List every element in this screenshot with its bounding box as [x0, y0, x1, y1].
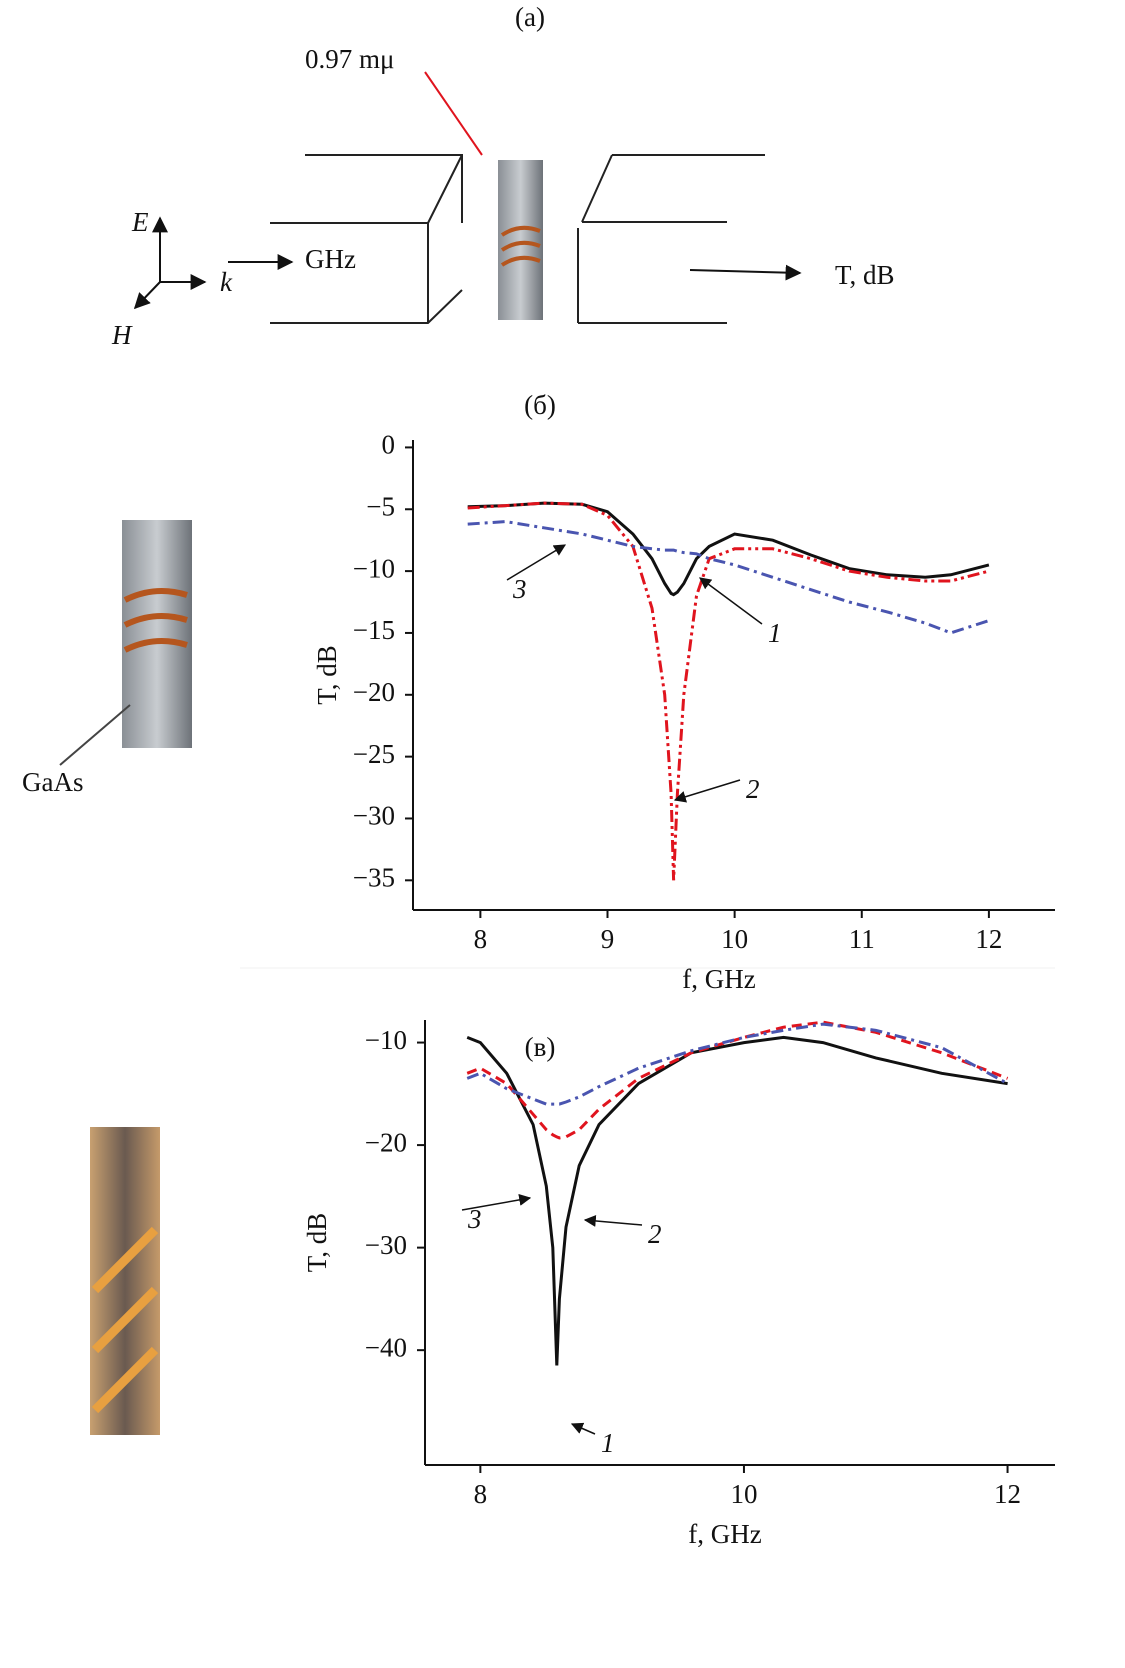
- x-tick-label: 12: [975, 924, 1002, 954]
- y-axis-label: T, dB: [312, 645, 342, 705]
- annotation-arrow: [583, 1214, 643, 1227]
- coil: [500, 225, 541, 267]
- sample-photo: [122, 520, 192, 748]
- y-tick-label: −10: [365, 1025, 407, 1055]
- annotation-arrow: [673, 779, 741, 803]
- x-axis-label: f, GHz: [688, 1519, 761, 1549]
- y-axis-label: T, dB: [302, 1213, 332, 1273]
- y-tick-label: −20: [365, 1127, 407, 1157]
- y-tick-label: −30: [353, 801, 395, 831]
- y-tick-label: −40: [365, 1332, 407, 1362]
- waveguide-left: [270, 154, 463, 324]
- y-tick-label: −35: [353, 863, 395, 893]
- data-line: [466, 1035, 1008, 1366]
- annotation-arrow: [506, 544, 567, 581]
- pointer: [424, 71, 483, 156]
- legend-label: 2: [746, 774, 760, 804]
- k-label: k: [220, 267, 233, 297]
- data-line: [467, 520, 990, 635]
- y-tick-label: −5: [366, 491, 395, 521]
- e-label: E: [131, 207, 149, 237]
- panel-label: (a): [515, 2, 545, 32]
- x-axis-label: f, GHz: [682, 964, 755, 994]
- sample-photo: [498, 160, 543, 320]
- data-line: [466, 1022, 1009, 1106]
- output-label: T, dB: [835, 260, 895, 290]
- legend-label: 1: [601, 1428, 615, 1458]
- thickness-label: 0.97 mμ: [305, 44, 394, 74]
- photo-label: GaAs: [22, 767, 84, 797]
- coil: [91, 1226, 159, 1414]
- x-tick-label: 10: [730, 1479, 757, 1509]
- data-line: [466, 1020, 1009, 1140]
- panel-label: (в): [525, 1032, 556, 1062]
- coil: [123, 588, 188, 653]
- h-label: H: [111, 320, 133, 350]
- annotation-arrow: [699, 577, 763, 625]
- input-label: GHz: [305, 244, 356, 274]
- diagram: (a) 0.97 mμ E k H GHz T, dB: [111, 2, 895, 350]
- output-arrow: [689, 264, 802, 281]
- waveguide-right: [577, 154, 765, 324]
- x-tick-label: 9: [601, 924, 615, 954]
- annotation-arrow: [461, 1193, 532, 1211]
- data-line: [467, 501, 990, 881]
- y-tick-label: −30: [365, 1230, 407, 1260]
- legend-label: 2: [648, 1219, 662, 1249]
- x-tick-label: 10: [721, 924, 748, 954]
- annotation-arrow: [570, 1422, 596, 1435]
- axis-h: [133, 281, 161, 310]
- y-tick-label: 0: [382, 430, 396, 460]
- x-tick-label: 11: [849, 924, 875, 954]
- data-line: [467, 501, 990, 597]
- y-tick-label: −20: [353, 677, 395, 707]
- x-tick-label: 8: [474, 1479, 488, 1509]
- legend-label: 1: [768, 618, 782, 648]
- panel-label: (б): [524, 390, 556, 420]
- pointer: [59, 704, 131, 766]
- x-tick-label: 12: [994, 1479, 1021, 1509]
- y-tick-label: −25: [353, 739, 395, 769]
- y-tick-label: −15: [353, 615, 395, 645]
- x-tick-label: 8: [474, 924, 488, 954]
- legend-label: 3: [512, 574, 527, 604]
- legend-label: 3: [467, 1204, 482, 1234]
- y-tick-label: −10: [353, 553, 395, 583]
